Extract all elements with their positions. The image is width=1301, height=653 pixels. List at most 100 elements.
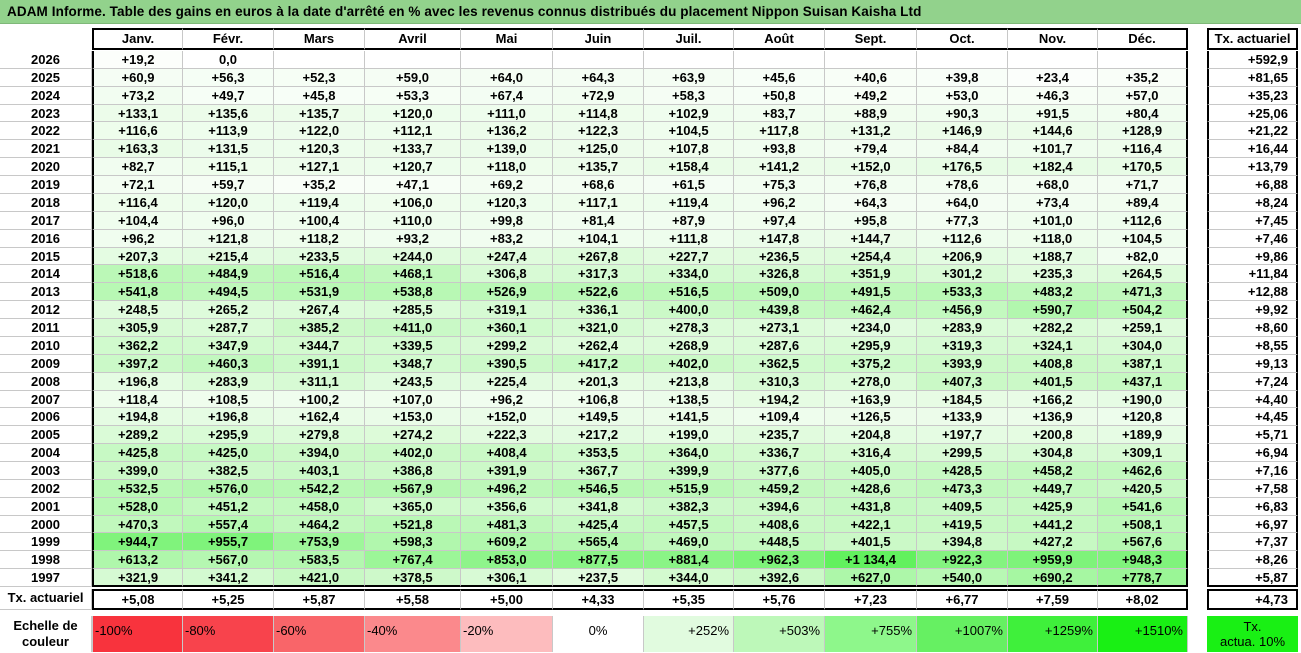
gain-cell [365, 51, 461, 69]
gain-cell: +336,7 [734, 444, 825, 462]
year-label: 2012 [0, 301, 92, 319]
gain-cell: +541,8 [92, 283, 183, 301]
gain-cell: +367,7 [553, 462, 644, 480]
row-tx-actuariel: +8,60 [1207, 319, 1298, 337]
gain-cell: +120,3 [274, 140, 365, 158]
gain-cell: +100,2 [274, 391, 365, 408]
year-label: 2008 [0, 373, 92, 391]
gain-cell: +153,0 [365, 408, 461, 426]
gain-cell: +213,8 [644, 373, 734, 391]
gain-cell: +95,8 [825, 212, 917, 230]
gain-cell: +89,4 [1098, 194, 1188, 212]
gain-cell: +133,7 [365, 140, 461, 158]
gain-cell: +234,0 [825, 319, 917, 337]
gain-cell: +541,6 [1098, 498, 1188, 516]
gain-cell: +120,0 [365, 105, 461, 122]
gain-cell: +49,2 [825, 87, 917, 105]
gain-cell: +236,5 [734, 248, 825, 265]
gain-cell: +341,2 [183, 569, 274, 587]
month-header: Janv. [92, 28, 183, 50]
gain-cell: +133,9 [917, 408, 1008, 426]
month-header: Août [734, 28, 825, 50]
gain-cell: +515,9 [644, 480, 734, 498]
row-tx-actuariel: +11,84 [1207, 265, 1298, 283]
gain-cell: +166,2 [1008, 391, 1098, 408]
row-tx-actuariel: +25,06 [1207, 105, 1298, 122]
gain-cell: +152,0 [825, 158, 917, 176]
gain-cell: +540,0 [917, 569, 1008, 587]
gain-cell: +583,5 [274, 551, 365, 569]
gain-cell: +64,3 [825, 194, 917, 212]
gain-cell: +215,4 [183, 248, 274, 265]
gain-cell: +225,4 [461, 373, 553, 391]
gain-cell: +61,5 [644, 176, 734, 194]
month-tx-actuariel: +4,33 [553, 589, 644, 610]
row-tx-actuariel: +6,88 [1207, 176, 1298, 194]
title-bar: ADAM Informe. Table des gains en euros à… [0, 0, 1301, 24]
gain-cell: +56,3 [183, 69, 274, 87]
row-tx-actuariel: +6,97 [1207, 516, 1298, 533]
gain-cell: +460,3 [183, 355, 274, 373]
month-header: Juin [553, 28, 644, 50]
gain-cell: +200,8 [1008, 426, 1098, 444]
gain-cell: +163,3 [92, 140, 183, 158]
gain-cell: +104,1 [553, 230, 644, 248]
gain-cell: +152,0 [461, 408, 553, 426]
gain-cell: +82,7 [92, 158, 183, 176]
gain-cell: +144,7 [825, 230, 917, 248]
gain-cell: +274,2 [365, 426, 461, 444]
row-tx-actuariel: +4,40 [1207, 391, 1298, 408]
month-tx-actuariel: +6,77 [917, 589, 1008, 610]
gain-cell: +149,5 [553, 408, 644, 426]
scale-swatch: -100% [92, 616, 183, 652]
gain-cell: +959,9 [1008, 551, 1098, 569]
gain-cell: +60,9 [92, 69, 183, 87]
month-header: Sept. [825, 28, 917, 50]
gain-cell: +306,8 [461, 265, 553, 283]
gain-cell: +69,2 [461, 176, 553, 194]
gain-cell: +108,5 [183, 391, 274, 408]
gain-cell [274, 51, 365, 69]
gain-cell: +131,5 [183, 140, 274, 158]
gain-cell: +264,5 [1098, 265, 1188, 283]
gain-cell: +112,6 [917, 230, 1008, 248]
gain-cell: +63,9 [644, 69, 734, 87]
row-tx-actuariel: +8,24 [1207, 194, 1298, 212]
gain-cell: +283,9 [183, 373, 274, 391]
gain-cell: +111,8 [644, 230, 734, 248]
page-title: ADAM Informe. Table des gains en euros à… [7, 4, 922, 19]
gain-cell: +120,7 [365, 158, 461, 176]
month-tx-actuariel: +8,02 [1098, 589, 1188, 610]
gain-cell: +417,2 [553, 355, 644, 373]
gain-cell: +306,1 [461, 569, 553, 587]
month-tx-actuariel: +5,35 [644, 589, 734, 610]
gain-cell: +301,2 [917, 265, 1008, 283]
gain-cell: +382,3 [644, 498, 734, 516]
year-label: 2007 [0, 391, 92, 408]
gain-cell: +122,0 [274, 122, 365, 140]
gain-cell: +428,5 [917, 462, 1008, 480]
gain-cell: +391,9 [461, 462, 553, 480]
gain-cell: +394,0 [274, 444, 365, 462]
gain-cell: +533,3 [917, 283, 1008, 301]
scale-label-line1: Echelle de [13, 618, 78, 633]
year-label: 2022 [0, 122, 92, 140]
gain-cell: +448,5 [734, 533, 825, 551]
gain-cell: +526,9 [461, 283, 553, 301]
gain-cell: +311,1 [274, 373, 365, 391]
gain-cell: +348,7 [365, 355, 461, 373]
gain-cell: +386,8 [365, 462, 461, 480]
gain-cell: +394,8 [917, 533, 1008, 551]
gain-cell: +247,4 [461, 248, 553, 265]
month-tx-actuariel: +5,87 [274, 589, 365, 610]
month-header: Févr. [183, 28, 274, 50]
gain-cell: +102,9 [644, 105, 734, 122]
gain-cell: +268,9 [644, 337, 734, 355]
gain-cell: +188,7 [1008, 248, 1098, 265]
scale-label-line2: couleur [22, 634, 69, 649]
gain-cell: +53,0 [917, 87, 1008, 105]
gain-cell: +422,1 [825, 516, 917, 533]
gain-cell: +101,0 [1008, 212, 1098, 230]
gain-cell: +100,4 [274, 212, 365, 230]
gain-cell: +119,4 [274, 194, 365, 212]
